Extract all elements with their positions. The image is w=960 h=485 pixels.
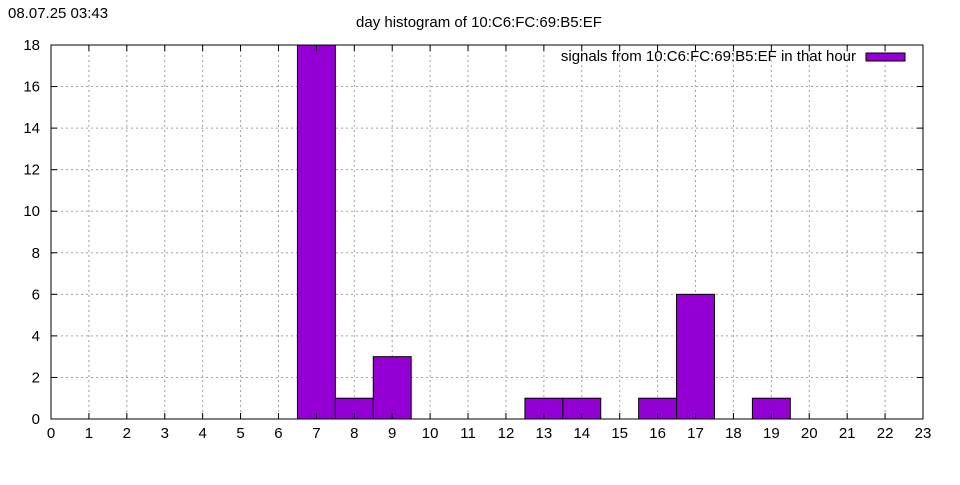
x-tick-label: 8 [350, 425, 358, 442]
y-tick-label: 2 [32, 369, 40, 386]
x-tick-label: 3 [161, 425, 169, 442]
x-tick-label: 19 [763, 425, 780, 442]
x-tick-label: 17 [687, 425, 704, 442]
x-tick-label: 20 [801, 425, 818, 442]
y-tick-label: 6 [32, 286, 40, 303]
histogram-bars [296, 44, 791, 420]
x-tick-label: 4 [198, 425, 206, 442]
x-tick-label: 23 [915, 425, 932, 442]
y-tick-label: 14 [23, 120, 40, 137]
tick-labels: 0 1 2 3 4 5 6 7 8 9 10 11 12 13 14 15 16 17 18 19 20 21 22 2302… [23, 37, 931, 442]
x-tick-label: 22 [877, 425, 894, 442]
chart-title: day histogram of 10:C6:FC:69:B5:EF [356, 14, 602, 31]
y-tick-label: 16 [23, 79, 40, 96]
histogram-bar-hour-17 [676, 293, 715, 420]
x-tick-label: 13 [536, 425, 553, 442]
x-tick-label: 5 [236, 425, 244, 442]
y-tick-label: 0 [32, 411, 40, 428]
legend-swatch [865, 52, 906, 62]
y-tick-label: 18 [23, 37, 40, 54]
x-tick-label: 11 [460, 425, 476, 442]
x-tick-label: 14 [573, 425, 590, 442]
x-tick-label: 21 [839, 425, 856, 442]
x-tick-label: 18 [725, 425, 742, 442]
y-tick-label: 10 [23, 203, 40, 220]
y-tick-label: 4 [32, 328, 40, 345]
legend-label: signals from 10:C6:FC:69:B5:EF in that h… [561, 48, 856, 65]
x-tick-label: 6 [274, 425, 282, 442]
x-tick-label: 1 [85, 425, 93, 442]
x-tick-label: 2 [123, 425, 131, 442]
histogram-bar-hour-9 [372, 356, 412, 420]
x-tick-label: 9 [388, 425, 396, 442]
y-tick-label: 12 [23, 162, 40, 179]
x-tick-label: 16 [649, 425, 666, 442]
x-tick-label: 0 [47, 425, 55, 442]
timestamp-label: 08.07.25 03:43 [8, 5, 108, 22]
x-tick-label: 10 [422, 425, 439, 442]
x-tick-label: 12 [498, 425, 515, 442]
legend: signals from 10:C6:FC:69:B5:EF in that h… [561, 48, 906, 65]
x-tick-label: 7 [312, 425, 320, 442]
plot-border [50, 44, 924, 420]
grid-lines [51, 45, 923, 419]
axis-ticks [50, 44, 924, 420]
y-tick-label: 8 [32, 245, 40, 262]
x-tick-label: 15 [611, 425, 628, 442]
histogram-bar-hour-7 [296, 44, 336, 420]
